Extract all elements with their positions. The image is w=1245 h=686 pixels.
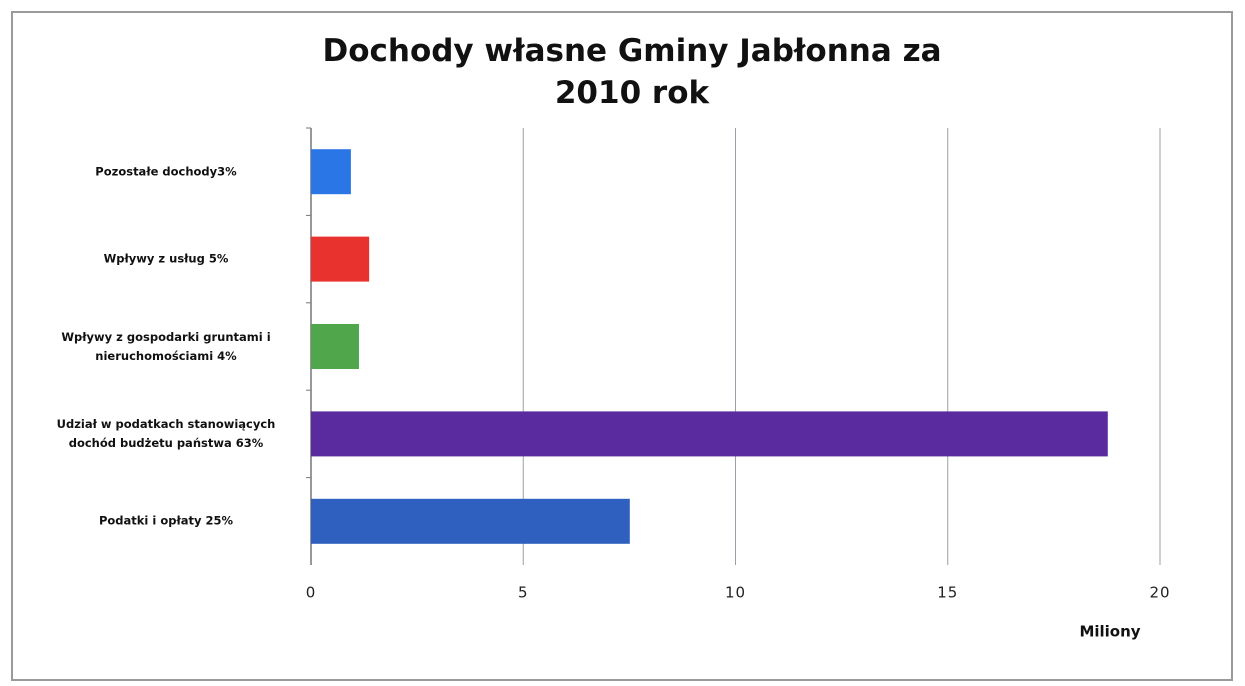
- y-tick-label: Pozostałe dochody3%: [95, 164, 237, 179]
- bar: [311, 411, 1108, 457]
- bar: [311, 324, 359, 369]
- bar: [311, 149, 351, 195]
- y-tick-label: Wpływy z usług 5%: [103, 251, 229, 266]
- bar: [311, 236, 370, 282]
- x-tick-label: 10: [725, 584, 746, 602]
- y-tick-label: Podatki i opłaty 25%: [98, 513, 234, 528]
- y-tick-label: Udział w podatkach stanowiących dochód b…: [56, 416, 276, 450]
- chart-title: Dochody własne Gminy Jabłonna za 2010 ro…: [322, 33, 942, 111]
- y-tick-label: Wpływy z gospodarki gruntami i nieruchom…: [61, 329, 271, 363]
- x-axis-label: Miliony: [1079, 623, 1140, 641]
- x-tick-label: 0: [306, 584, 317, 602]
- x-tick-label: 15: [937, 584, 958, 602]
- chart-frame: [11, 11, 1233, 681]
- x-tick-label: 5: [518, 584, 529, 602]
- bar: [311, 498, 630, 544]
- x-tick-label: 20: [1149, 584, 1170, 602]
